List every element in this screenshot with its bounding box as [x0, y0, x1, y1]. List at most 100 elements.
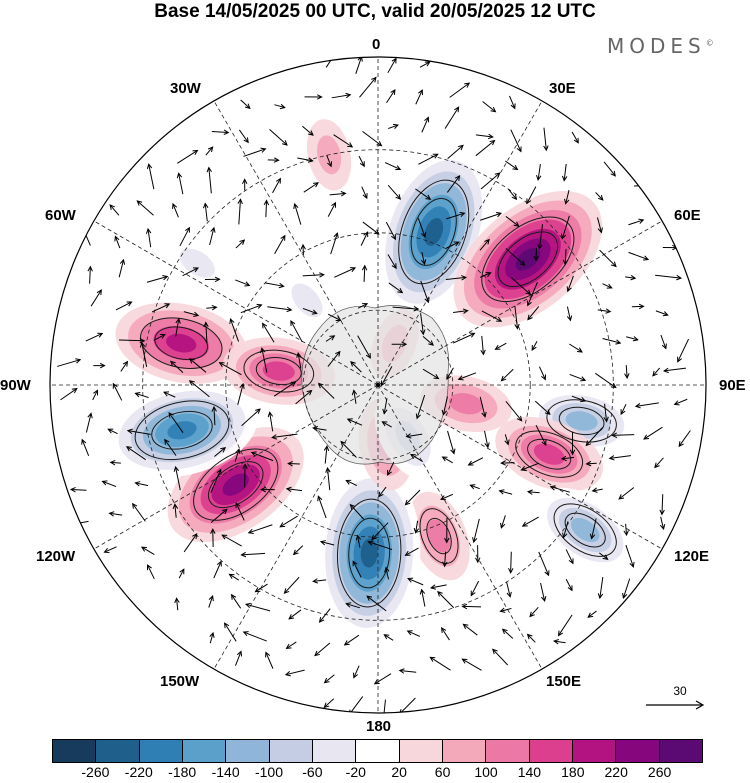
color-swatch — [96, 740, 140, 762]
wind-arrow-icon — [467, 457, 484, 466]
wind-arrow-icon — [357, 335, 371, 359]
wind-arrow-icon — [595, 372, 617, 389]
wind-arrow-icon — [543, 127, 549, 152]
wind-arrow-icon — [480, 172, 501, 190]
wind-arrow-icon — [398, 668, 417, 674]
wind-arrow-icon — [210, 468, 222, 493]
wind-arrow-icon — [204, 276, 221, 283]
wind-arrow-icon — [520, 462, 539, 472]
wind-arrow-icon — [479, 271, 492, 278]
wind-arrow-icon — [334, 267, 357, 278]
wind-arrow-icon — [329, 191, 347, 197]
wind-arrow-icon — [235, 239, 246, 249]
wind-arrow-icon — [172, 503, 178, 518]
wind-arrow-icon — [244, 602, 271, 612]
wind-arrow-icon — [288, 609, 302, 620]
wind-arrow-icon — [382, 699, 386, 713]
wind-arrow-icon — [562, 521, 569, 539]
wind-arrow-icon — [345, 479, 358, 486]
wind-arrow-icon — [526, 186, 537, 205]
wind-arrow-icon — [218, 362, 242, 376]
wind-arrow-icon — [213, 560, 222, 579]
wind-arrow-icon — [499, 607, 512, 613]
wind-arrow-icon — [625, 274, 637, 281]
wind-arrow-icon — [208, 595, 214, 608]
wind-arrow-icon — [407, 577, 424, 586]
wind-arrow-icon — [405, 433, 423, 439]
wind-arrow-icon — [172, 202, 179, 218]
wind-arrow-icon — [293, 202, 302, 225]
pole-marker — [376, 383, 380, 387]
wind-arrow-icon — [250, 451, 274, 462]
wind-arrow-icon — [240, 551, 266, 558]
wind-arrow-icon — [350, 360, 362, 373]
wind-arrow-icon — [462, 623, 478, 636]
lon-label-150w: 150W — [160, 673, 200, 690]
wind-arrow-icon — [228, 573, 240, 581]
wind-arrow-icon — [404, 489, 421, 506]
wind-arrow-icon — [57, 358, 82, 367]
wind-arrow-icon — [457, 372, 477, 381]
contour-lines — [134, 179, 617, 608]
wind-arrow-icon — [447, 144, 464, 159]
wind-arrow-icon — [206, 304, 218, 311]
reference-arrow-icon — [646, 700, 705, 710]
wind-arrow-icon — [603, 161, 616, 177]
wind-arrow-icon — [526, 633, 536, 643]
wind-arrow-icon — [608, 455, 631, 461]
wind-arrow-icon — [371, 522, 389, 541]
wind-arrow-icon — [179, 226, 190, 247]
wind-arrow-icon — [453, 308, 469, 314]
color-swatch — [529, 740, 573, 762]
wind-arrow-icon — [589, 518, 597, 540]
wind-arrow-icon — [247, 524, 273, 534]
wind-arrow-icon — [631, 303, 645, 310]
wind-arrow-icon — [169, 360, 184, 374]
wind-arrow-icon — [526, 282, 538, 307]
meridian-line — [82, 213, 379, 386]
wind-arrow-icon — [302, 125, 314, 136]
wind-arrow-icon — [211, 405, 217, 426]
wind-arrow-icon — [285, 641, 297, 649]
wind-arrow-icon — [429, 656, 451, 671]
wind-arrow-icon — [295, 389, 313, 405]
wind-arrow-icon — [373, 673, 392, 685]
wind-arrow-icon — [565, 549, 574, 565]
wind-arrow-icon — [271, 433, 298, 440]
color-swatch — [269, 740, 313, 762]
wind-arrow-icon — [446, 241, 460, 249]
wind-arrow-icon — [470, 580, 480, 597]
wind-arrow-icon — [566, 275, 574, 293]
wind-arrow-icon — [509, 95, 516, 110]
wind-arrow-icon — [444, 106, 460, 129]
wind-arrow-icon — [560, 455, 574, 462]
meridian-line — [82, 384, 379, 557]
wind-arrow-icon — [654, 457, 664, 469]
wind-arrow-icon — [243, 147, 267, 157]
lon-label-120w: 120W — [36, 548, 76, 565]
color-tick-label: -220 — [124, 764, 153, 780]
wind-arrow-icon — [415, 188, 432, 200]
wind-arrow-icon — [419, 61, 431, 68]
wind-arrow-icon — [214, 446, 227, 457]
wind-arrow-icon — [677, 338, 690, 363]
wind-arrow-icon — [660, 334, 667, 350]
wind-arrow-icon — [240, 303, 263, 314]
wind-arrow-icon — [533, 248, 539, 262]
wind-arrow-icon — [92, 389, 99, 401]
logo-mark: © — [705, 38, 714, 48]
wind-arrow-icon — [537, 224, 544, 250]
wind-arrow-icon — [481, 310, 503, 322]
wind-arrow-icon — [330, 232, 339, 255]
wind-arrow-icon — [385, 221, 396, 241]
wind-arrow-icon — [510, 129, 522, 153]
wind-arrow-icon — [90, 289, 102, 307]
wind-arrow-icon — [211, 129, 230, 135]
wind-arrow-icon — [505, 216, 520, 227]
color-tick-label: 220 — [604, 764, 628, 780]
wind-arrow-icon — [351, 389, 358, 404]
wind-arrow-icon — [618, 487, 635, 500]
anomaly-trough-30W — [278, 269, 336, 332]
wind-arrow-icon — [274, 234, 286, 254]
color-tick-label: 140 — [517, 764, 542, 780]
